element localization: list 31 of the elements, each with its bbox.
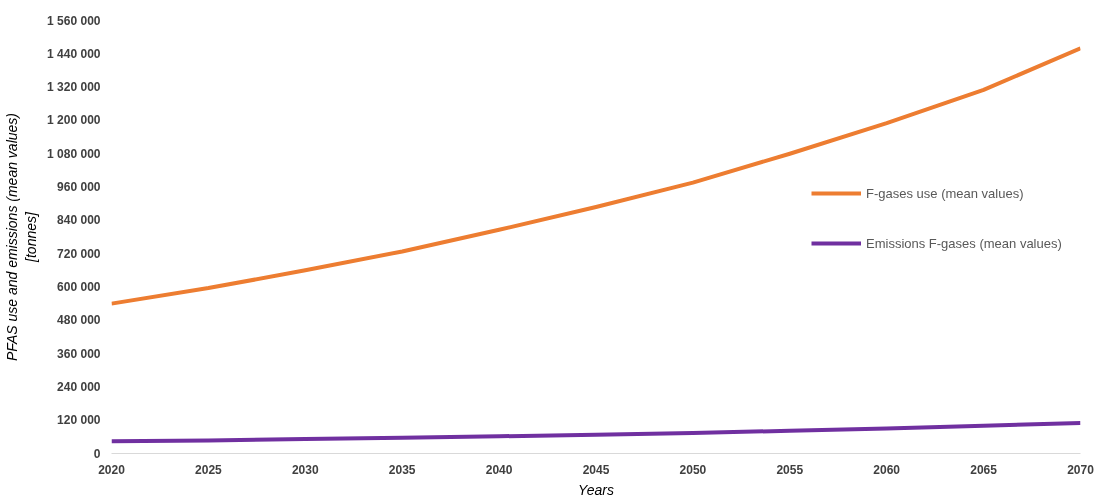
x-tick-label: 2025 (195, 462, 223, 477)
legend-label: F-gases use (mean values) (866, 185, 1024, 201)
x-tick-label: 2060 (873, 462, 901, 477)
x-tick-label: 2040 (485, 462, 513, 477)
y-tick-label: 0 (93, 446, 101, 461)
x-axis-title: Years (578, 481, 614, 498)
y-tick-label: 240 000 (57, 379, 101, 394)
y-tick-label: 120 000 (57, 413, 101, 428)
x-tick-label: 2050 (679, 462, 707, 477)
x-tick-label: 2035 (388, 462, 416, 477)
x-tick-label: 2055 (776, 462, 804, 477)
y-tick-label: 1 320 000 (47, 80, 101, 95)
legend-label: Emissions F-gases (mean values) (866, 235, 1062, 251)
x-tick-label: 2030 (291, 462, 319, 477)
y-tick-label: 1 560 000 (47, 13, 101, 28)
x-tick-label: 2020 (98, 462, 126, 477)
y-tick-label: 360 000 (57, 346, 101, 361)
y-tick-label: 720 000 (57, 246, 101, 261)
line-series (111, 46, 1081, 306)
y-tick-label: 480 000 (57, 313, 101, 328)
x-tick-label: 2070 (1067, 462, 1095, 477)
y-tick-label: 840 000 (57, 213, 101, 228)
x-tick-label: 2065 (970, 462, 998, 477)
line-series (111, 420, 1081, 444)
y-axis-title: PFAS use and emissions (mean values) [tonnes] (3, 113, 40, 361)
x-tick-label: 2045 (582, 462, 610, 477)
y-tick-label: 960 000 (57, 180, 101, 195)
y-tick-label: 600 000 (57, 279, 101, 294)
y-tick-label: 1 440 000 (47, 46, 101, 61)
y-tick-label: 1 080 000 (47, 146, 101, 161)
y-tick-label: 1 200 000 (47, 113, 101, 128)
